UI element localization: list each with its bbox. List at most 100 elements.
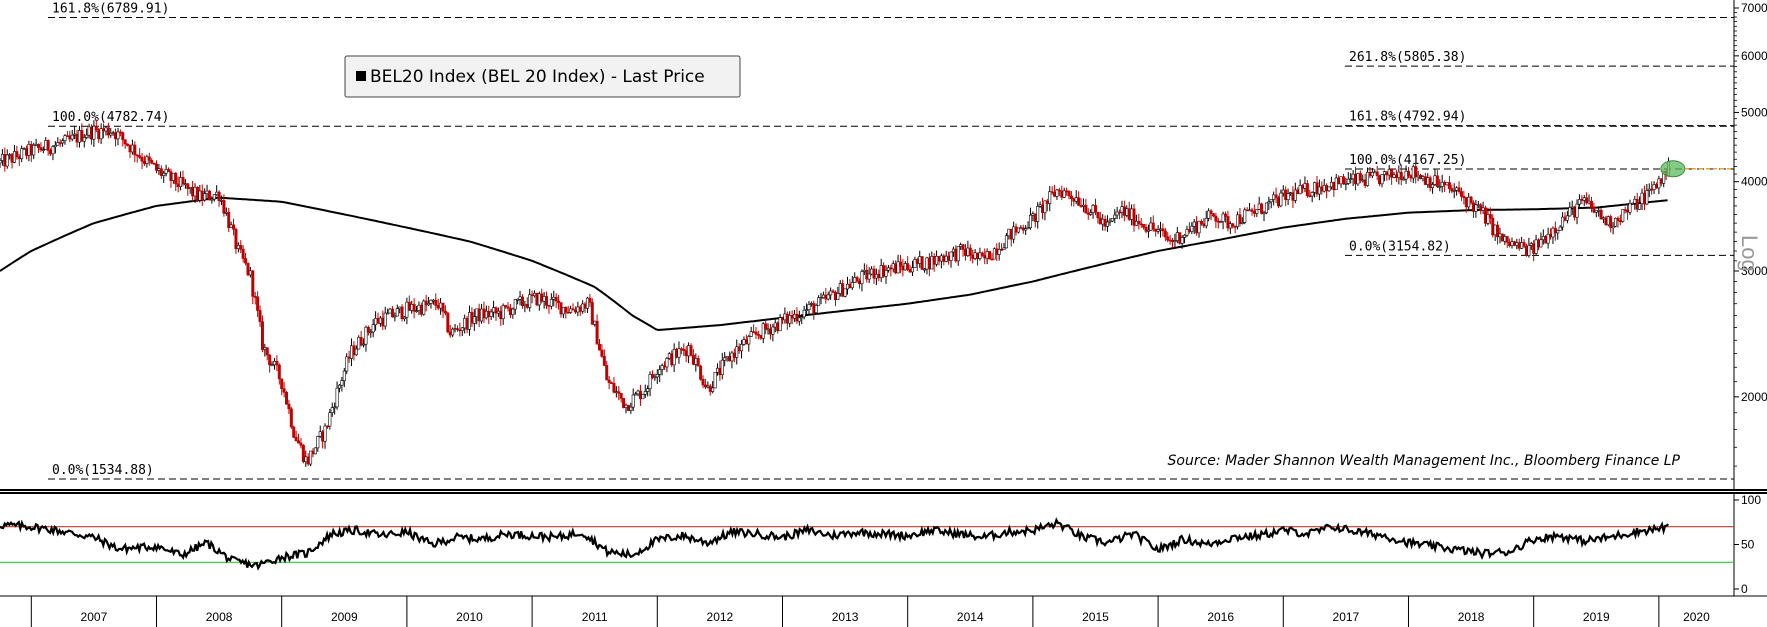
candle-body [588,297,592,303]
candle-body [138,155,142,158]
rsi-y-tick-label: 50 [1741,538,1755,552]
candle-body [860,271,864,285]
candle-body [1207,210,1211,219]
candle-body [1471,202,1475,212]
candle-body [280,378,284,389]
candle-body [1452,190,1456,192]
candle-body [97,129,101,140]
candle-body [1130,208,1134,220]
candle-body [557,300,561,303]
candle-body [537,293,541,306]
candle-body [330,407,334,413]
candle-body [1195,221,1199,234]
candle-body [976,252,980,259]
candle-body [749,331,753,337]
candle-body [24,148,28,156]
candle-body [624,404,628,408]
candle-body [898,261,902,267]
candle-body [455,328,459,331]
candle-body [1626,209,1630,213]
candle-body [220,200,224,202]
candle-body [540,293,544,302]
candle-body [157,168,161,171]
y-tick-label: 7000 [1741,1,1767,15]
candle-body [1426,177,1430,185]
candle-body [102,128,106,132]
candle-body [20,148,24,160]
candle-body [715,367,719,373]
candle-body [1553,227,1557,234]
x-tick-label: 2020 [1683,610,1710,624]
candle-body [1101,218,1105,225]
candle-body [1488,214,1492,219]
candle-body [889,267,893,270]
candle-body [814,305,818,314]
candle-body [1264,202,1268,214]
candle-body [1438,186,1442,188]
candle-body [232,224,236,230]
candle-body [289,408,293,428]
candle-body [1544,236,1548,244]
candle-body [672,349,676,366]
x-tick-label: 2013 [832,610,859,624]
candle-body [1479,204,1483,211]
candle-body [1450,188,1454,192]
candle-body [313,447,317,455]
candle-body [1534,239,1538,254]
candle-body [1161,228,1165,232]
candle-body [699,365,703,380]
candle-body [780,317,784,321]
candle-body [32,144,36,156]
candle-body [754,331,758,335]
x-tick-label: 2018 [1458,610,1485,624]
candle-body [1216,220,1220,223]
candle-body [85,134,89,138]
candle-body [1041,204,1045,213]
candle-body [147,156,151,161]
candle-body [1202,223,1206,227]
candle-body [785,313,789,324]
candle-body [234,228,238,250]
candle-body [1476,204,1480,207]
candle-body [978,252,982,259]
fib-level-label: 161.8%(4792.94) [1349,110,1466,125]
candle-body [1168,239,1172,242]
candle-body [37,143,41,148]
candle-body [1341,176,1345,185]
candle-body [297,440,301,444]
candle-body [145,156,149,164]
candle-body [224,211,228,214]
candle-body [53,144,57,148]
candle-body [703,384,707,388]
candle-body [1238,214,1242,224]
candle-body [1474,204,1478,212]
candle-body [665,358,669,368]
candle-body [1134,220,1138,226]
candle-body [559,302,563,315]
candle-body [260,321,264,350]
candle-body [487,310,491,317]
candle-body [1192,221,1196,227]
candle-body [383,312,387,327]
candle-body [1481,207,1485,211]
candle-body [1180,237,1184,244]
candle-body [1110,218,1114,222]
candle-body [549,299,553,307]
candle-body [1233,226,1237,228]
candle-body [1435,175,1439,187]
candle-body [1638,203,1642,210]
candle-body [1069,195,1073,200]
log-scale-label: Log [1737,235,1762,272]
candle-body [752,331,756,333]
candle-body [1158,228,1162,231]
candle-body [1257,203,1261,210]
candle-body [1467,196,1471,208]
y-tick-label: 4000 [1741,175,1767,189]
candle-body [1428,177,1432,188]
candle-body [788,315,792,324]
candle-body [853,277,857,283]
candle-body [152,162,156,165]
candle-body [973,252,977,259]
candle-body [1108,220,1112,223]
